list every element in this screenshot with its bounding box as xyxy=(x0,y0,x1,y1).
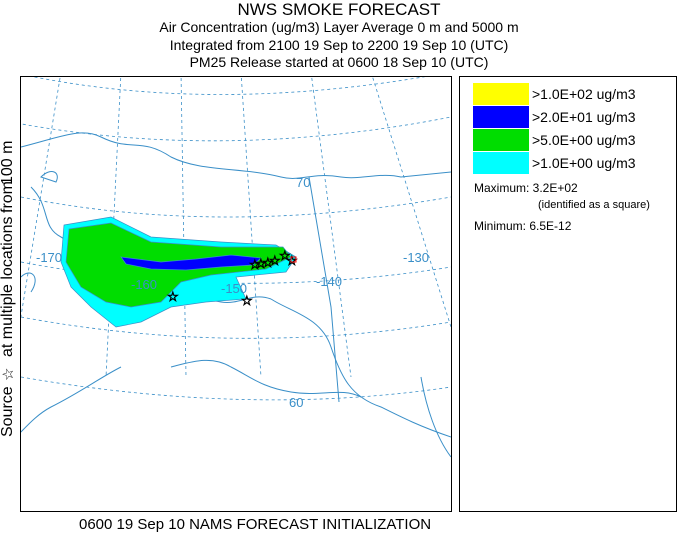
multiple-locations-text: at multiple locations xyxy=(0,216,16,357)
legend-label-1: >1.0E+00 ug/m3 xyxy=(532,155,636,171)
svg-text:☆: ☆ xyxy=(262,256,274,271)
from-word: from xyxy=(0,181,16,213)
source-word: Source xyxy=(0,386,16,437)
svg-text:☆: ☆ xyxy=(241,294,253,309)
latitude-lines xyxy=(21,77,451,401)
release-info: PM25 Release started at 0600 18 Sep 10 (… xyxy=(189,54,489,70)
legend-swatch-100 xyxy=(473,83,529,105)
lat-70-label: 70 xyxy=(296,175,310,190)
svg-text:☆: ☆ xyxy=(269,254,281,269)
svg-text:☆: ☆ xyxy=(249,258,261,273)
smoke-contour-20 xyxy=(120,254,262,271)
concentration-subtitle: Air Concentration (ug/m3) Layer Average … xyxy=(159,19,519,35)
lat-60-label: 60 xyxy=(289,395,303,410)
legend-panel: >1.0E+02 ug/m3 >2.0E+01 ug/m3 >5.0E+00 u… xyxy=(459,76,677,512)
svg-text:☆: ☆ xyxy=(279,249,291,264)
legend-label-100: >1.0E+02 ug/m3 xyxy=(532,86,636,102)
legend-label-20: >2.0E+01 ug/m3 xyxy=(532,109,636,125)
legend-swatch-5 xyxy=(473,129,529,151)
legend-swatch-1 xyxy=(473,152,529,174)
source-side-label: Source ☆ at multiple locations from 100 … xyxy=(0,141,19,437)
maximum-note: (identified as a square) xyxy=(538,199,650,211)
lon-130-label: -130 xyxy=(403,250,429,265)
integration-period: Integrated from 2100 19 Sep to 2200 19 S… xyxy=(169,37,509,53)
map-svg: ☆ ☆ ☆ ☆ ☆ ☆ ☆ ☆ 70 60 -170 -160 -150 -14… xyxy=(21,77,451,458)
legend-swatch-20 xyxy=(473,106,529,128)
forecast-initialization: 0600 19 Sep 10 NAMS FORECAST INITIALIZAT… xyxy=(79,516,432,533)
svg-text:☆: ☆ xyxy=(255,257,267,272)
lon-150-label: -150 xyxy=(221,281,247,296)
lon-170-label: -170 xyxy=(36,250,62,265)
source-height: 100 m xyxy=(0,140,16,185)
lon-140-label: -140 xyxy=(316,274,342,289)
lon-160-label: -160 xyxy=(131,277,157,292)
source-star-icons: ☆ ☆ ☆ ☆ ☆ ☆ ☆ ☆ xyxy=(167,249,298,310)
source-star-icon: ☆ xyxy=(0,367,17,381)
maximum-value: Maximum: 3.2E+02 xyxy=(474,181,578,195)
forecast-title: NWS SMOKE FORECAST xyxy=(237,0,441,19)
canada-border xyxy=(308,176,340,403)
legend-label-5: >5.0E+00 ug/m3 xyxy=(532,132,636,148)
maximum-square xyxy=(290,256,297,263)
smoke-map: ☆ ☆ ☆ ☆ ☆ ☆ ☆ ☆ 70 60 -170 -160 -150 -14… xyxy=(20,76,452,512)
minimum-value: Minimum: 6.5E-12 xyxy=(474,219,572,233)
svg-text:☆: ☆ xyxy=(167,290,179,305)
